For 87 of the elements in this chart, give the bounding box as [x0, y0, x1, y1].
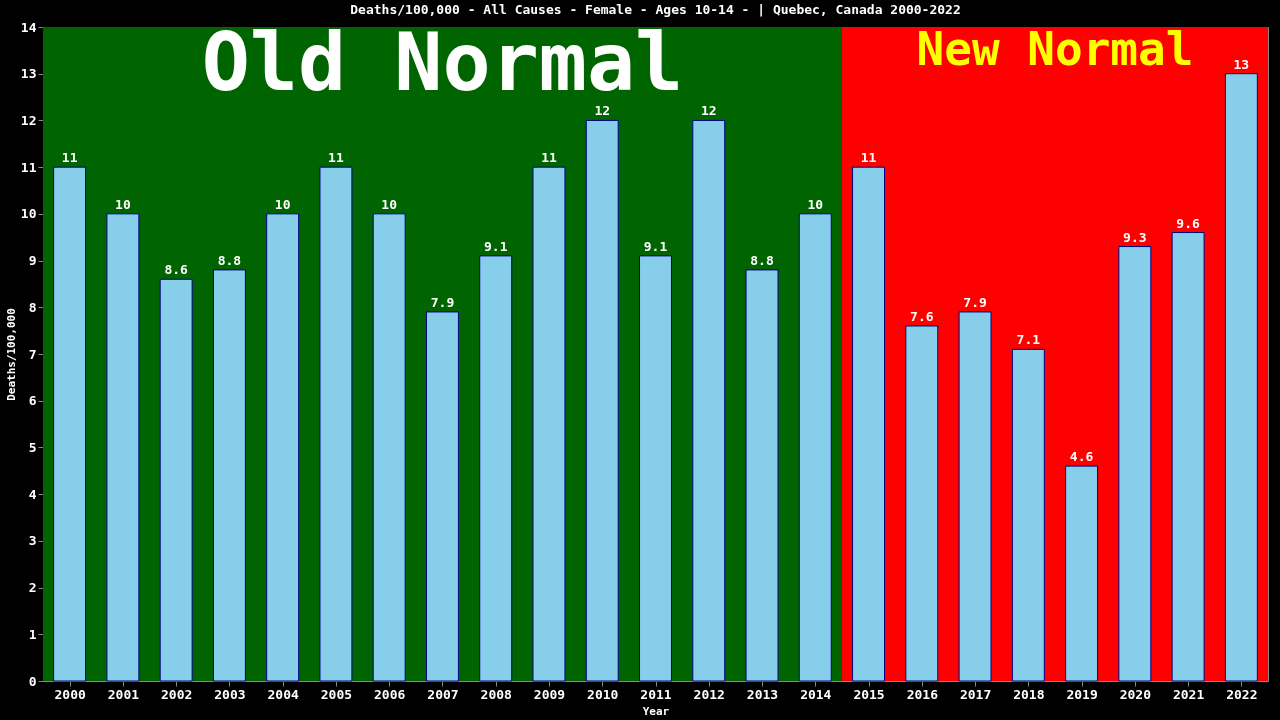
y-tick-label: 4: [28, 486, 37, 502]
x-tick-label: 2013: [746, 686, 779, 702]
bar: [639, 255, 672, 682]
y-tick-label: 10: [20, 206, 37, 222]
x-tick-label: 2003: [214, 686, 246, 702]
bar: [1224, 73, 1258, 682]
x-tick-label: 2022: [1226, 686, 1258, 702]
data-label: 4.6: [1069, 449, 1094, 465]
bar: [266, 213, 300, 682]
bar: [1065, 465, 1099, 682]
x-tick-label: 2000: [54, 686, 86, 702]
data-label: 7.1: [1016, 332, 1041, 348]
bar: [745, 269, 779, 682]
data-label: 10: [115, 196, 131, 212]
y-tick-label: 14: [20, 19, 37, 35]
x-tick-label: 2010: [587, 686, 619, 702]
bar: [692, 119, 726, 682]
data-label: 9.1: [483, 238, 508, 254]
data-label: 9.6: [1176, 215, 1201, 231]
bar: [1118, 246, 1152, 682]
bar: [532, 166, 566, 682]
data-label: 10: [274, 196, 291, 212]
data-label: 13: [1233, 56, 1250, 72]
data-label: 7.9: [430, 294, 455, 310]
bar: [585, 119, 619, 682]
y-axis-title: Deaths/100,000: [4, 308, 18, 401]
data-label: 10: [807, 196, 824, 212]
bar: [958, 311, 992, 682]
y-tick-label: 8: [28, 299, 37, 315]
data-label: 11: [328, 150, 344, 166]
y-tick-label: 3: [28, 533, 37, 549]
bar: [798, 213, 832, 682]
bar: [212, 269, 246, 682]
data-label: 9.1: [643, 238, 668, 254]
bar: [425, 311, 459, 682]
y-tick-label: 9: [28, 253, 37, 269]
y-tick-label: 0: [28, 673, 37, 689]
data-label: 7.9: [963, 294, 987, 310]
x-tick-label: 2017: [959, 686, 992, 702]
data-label: 8.8: [217, 252, 242, 268]
x-tick-label: 2011: [640, 686, 672, 702]
x-axis-title: Year: [642, 704, 670, 718]
y-tick-label: 11: [20, 159, 37, 175]
bar: [852, 166, 886, 682]
chart-title: Deaths/100,000 - All Causes - Female - Ages 10-14 - | Quebec, Canada 2000-2022: [350, 2, 961, 17]
data-label: 8.6: [164, 262, 189, 278]
data-label: 8.8: [750, 252, 774, 268]
y-tick-label: 2: [28, 580, 37, 596]
y-tick-label: 13: [20, 66, 37, 82]
bar: [1011, 348, 1045, 682]
data-label: 10: [381, 196, 398, 212]
data-label: 7.6: [910, 308, 934, 324]
x-tick-label: 2009: [533, 686, 566, 702]
y-tick-label: 5: [28, 439, 37, 455]
bar: [372, 213, 406, 682]
data-label: 12: [700, 103, 717, 119]
bar: [106, 213, 140, 682]
x-tick-label: 2019: [1066, 686, 1098, 702]
bar: [1171, 232, 1205, 682]
bar: [905, 325, 939, 682]
y-tick-label: 7: [28, 346, 37, 362]
y-tick-label: 6: [28, 393, 37, 409]
bar: [53, 166, 87, 682]
x-tick-label: 2006: [374, 686, 406, 702]
bar: [479, 255, 513, 682]
x-tick-label: 2016: [906, 686, 939, 702]
data-label: 11: [860, 150, 877, 166]
x-tick-label: 2005: [320, 686, 353, 702]
data-label: 9.3: [1123, 229, 1147, 245]
x-tick-label: 2021: [1172, 686, 1205, 702]
x-tick-label: 2020: [1119, 686, 1152, 702]
band-label: New Normal: [916, 22, 1194, 76]
bar: [319, 166, 353, 682]
x-tick-label: 2002: [161, 686, 193, 702]
y-tick-label: 1: [28, 626, 37, 642]
data-label: 11: [541, 150, 557, 166]
x-tick-label: 2018: [1013, 686, 1045, 702]
x-tick-label: 2014: [800, 686, 832, 702]
x-tick-label: 2004: [267, 686, 299, 702]
data-label: 11: [61, 150, 78, 166]
x-tick-label: 2008: [480, 686, 513, 702]
x-tick-label: 2001: [107, 686, 140, 702]
x-tick-label: 2015: [853, 686, 885, 702]
x-tick-label: 2012: [693, 686, 725, 702]
x-tick-label: 2007: [427, 686, 459, 702]
y-tick-label: 12: [20, 112, 37, 128]
bar: [159, 278, 193, 682]
